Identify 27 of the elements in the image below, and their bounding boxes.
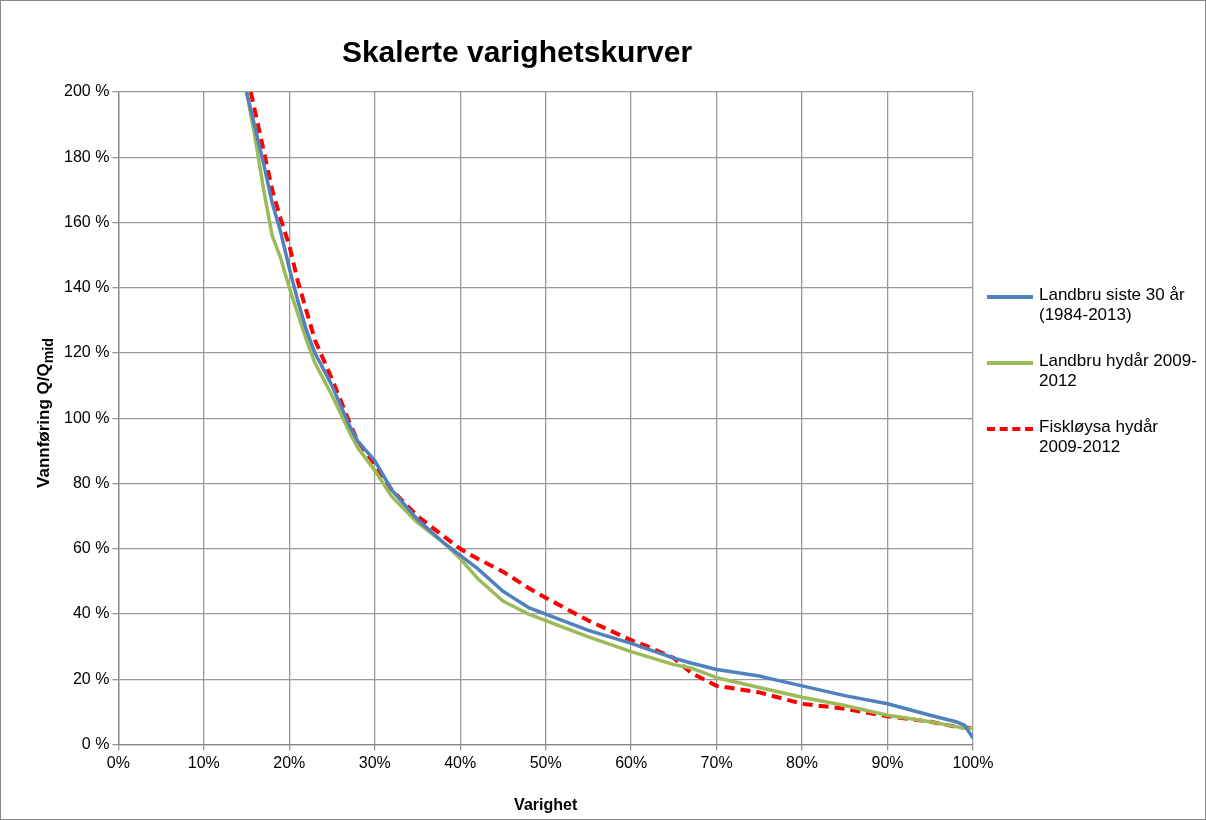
x-tick-label: 10% [187, 753, 220, 771]
chart-title: Skalerte varighetskurver [341, 35, 693, 69]
legend-label: Fiskløysa hydår 2009-2012 [1039, 417, 1160, 457]
y-tick-label: 20 % [72, 669, 110, 687]
y-tick-label: 0 % [81, 735, 110, 753]
x-tick-label: 50% [529, 753, 562, 771]
x-tick-label: 80% [786, 753, 819, 771]
y-tick-label: 120 % [63, 343, 110, 361]
y-tick-label: 100 % [63, 408, 110, 426]
x-tick-label: 90% [871, 753, 904, 771]
x-tick-label: 60% [615, 753, 648, 771]
y-tick-label: 200 % [63, 82, 110, 100]
y-tick-label: 80 % [72, 473, 110, 491]
y-tick-label: 60 % [72, 539, 110, 557]
x-tick-label: 70% [700, 753, 733, 771]
y-tick-label: 180 % [63, 147, 110, 165]
x-tick-label: 0% [106, 753, 130, 771]
x-tick-label: 40% [444, 753, 477, 771]
legend-label: Landbru hydår 2009-2012 [1039, 351, 1198, 391]
y-tick-label: 40 % [72, 604, 110, 622]
x-tick-label: 100% [952, 753, 994, 771]
legend-label: Landbru siste 30 år (1984-2013) [1039, 285, 1186, 325]
x-tick-label: 30% [358, 753, 391, 771]
x-axis-title: Varighet [514, 795, 578, 813]
x-tick-label: 20% [273, 753, 306, 771]
y-tick-label: 140 % [63, 278, 110, 296]
y-tick-label: 160 % [63, 212, 110, 230]
